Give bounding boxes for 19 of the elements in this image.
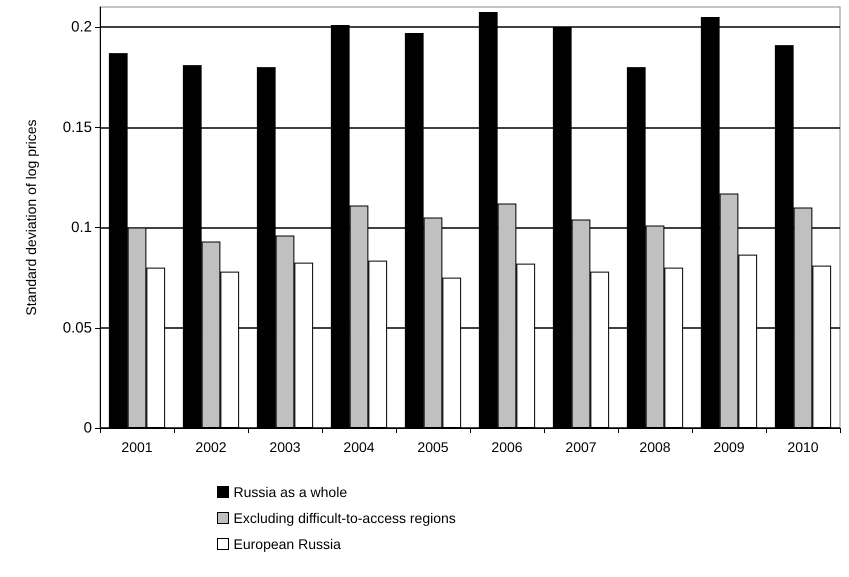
x-tick-label: 2009 [713, 439, 745, 455]
y-tick-label: 0.05 [62, 319, 92, 336]
x-tick-label: 2006 [491, 439, 523, 455]
x-tick-label: 2007 [565, 439, 597, 455]
y-tick-label: 0.1 [71, 219, 92, 236]
legend-label: European Russia [234, 536, 342, 552]
y-tick-label: 0.15 [62, 118, 92, 136]
legend-label: Excluding difficult-to-access regions [234, 510, 456, 526]
x-tick-label: 2010 [787, 439, 819, 455]
legend-label: Russia as a whole [234, 484, 348, 500]
x-tick-label: 2003 [269, 439, 301, 455]
y-axis-title: Standard deviation of log prices [23, 119, 39, 316]
y-tick-label: 0.2 [71, 18, 92, 36]
x-tick-label: 2008 [639, 439, 671, 455]
x-tick-label: 2004 [343, 439, 375, 455]
y-tick-label: 0 [84, 420, 92, 436]
x-tick-label: 2002 [195, 439, 227, 455]
x-tick-label: 2005 [417, 439, 449, 455]
x-tick-label: 2001 [121, 439, 153, 455]
